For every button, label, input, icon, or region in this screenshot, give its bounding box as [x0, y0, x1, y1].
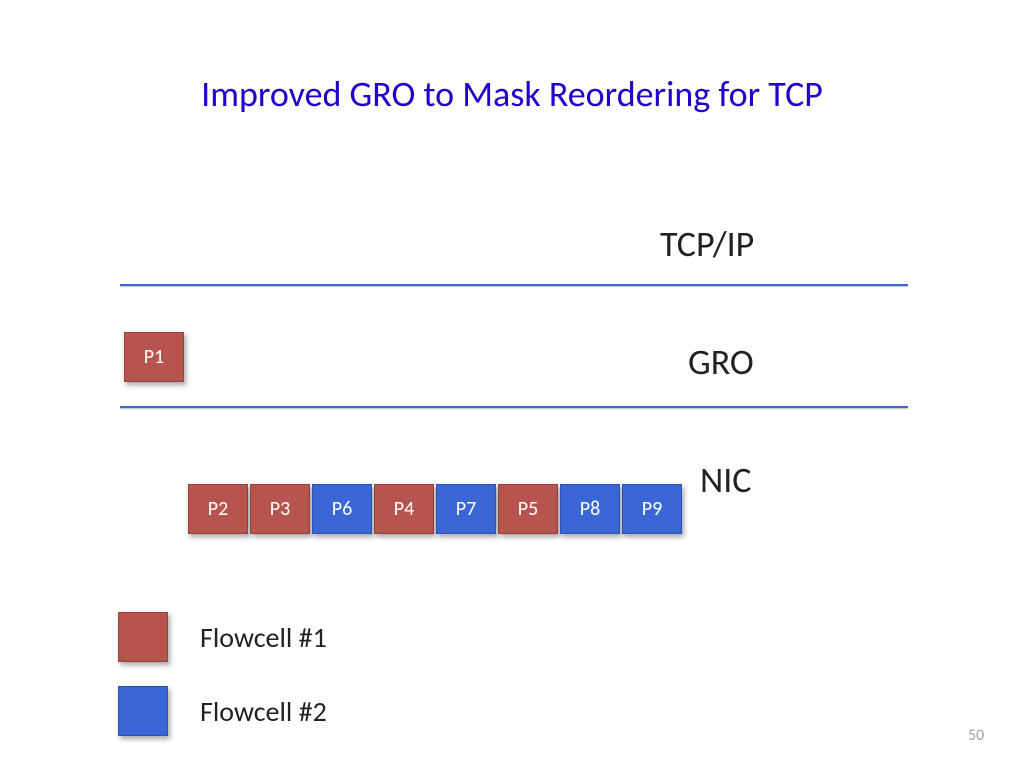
legend-swatch	[118, 612, 168, 662]
separator-line	[120, 406, 908, 408]
layer-label-nic: NIC	[700, 458, 752, 502]
layer-label-gro: GRO	[688, 340, 754, 384]
legend-label: Flowcell #2	[200, 694, 327, 729]
nic-packet: P2	[188, 484, 248, 534]
page-number: 50	[968, 726, 984, 745]
nic-packet: P7	[436, 484, 496, 534]
nic-packet: P5	[498, 484, 558, 534]
legend-swatch	[118, 686, 168, 736]
separator-line	[120, 284, 908, 286]
nic-packet: P3	[250, 484, 310, 534]
slide-title: Improved GRO to Mask Reordering for TCP	[0, 72, 1024, 116]
nic-packet: P4	[374, 484, 434, 534]
gro-packet: P1	[124, 332, 184, 382]
nic-packet: P8	[560, 484, 620, 534]
legend-label: Flowcell #1	[200, 620, 327, 655]
layer-label-tcpip: TCP/IP	[660, 222, 754, 266]
nic-packet: P9	[622, 484, 682, 534]
nic-packet: P6	[312, 484, 372, 534]
